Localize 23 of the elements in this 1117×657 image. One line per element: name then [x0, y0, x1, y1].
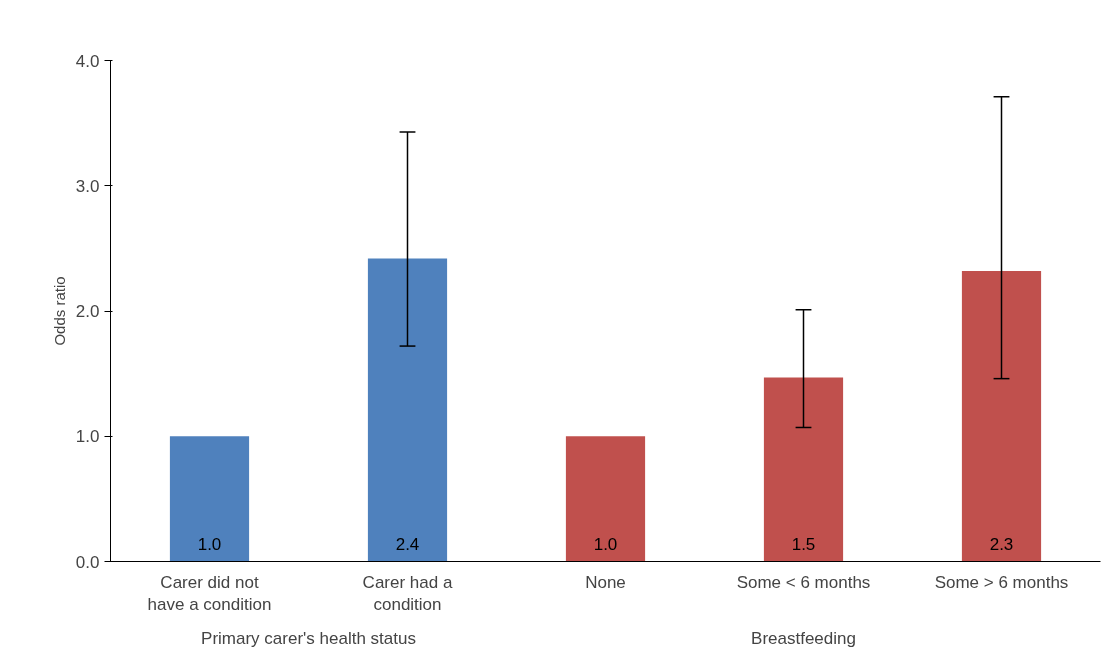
bar — [961, 270, 1042, 562]
bar — [763, 377, 844, 562]
text: Primary carer's health status — [201, 628, 416, 648]
bar — [565, 436, 646, 562]
x-tick-label: None — [585, 572, 626, 592]
bar — [169, 436, 250, 562]
data-label: 1.0 — [593, 534, 618, 554]
data-label: 2.4 — [395, 534, 420, 554]
y-tick-label: 3.0 — [75, 176, 100, 196]
data-label: 2.3 — [989, 534, 1014, 554]
data-label: 1.5 — [791, 534, 816, 554]
text: Breastfeeding — [751, 628, 856, 648]
x-tick-label: Some < 6 months — [736, 572, 871, 592]
y-axis-title: Odds ratio — [50, 276, 68, 346]
bar — [367, 258, 448, 562]
y-tick-label: 1.0 — [75, 427, 100, 447]
x-tick-label: Some > 6 months — [934, 572, 1069, 592]
x-tick-label: Carer had a condition — [362, 572, 453, 615]
y-tick-label: 0.0 — [75, 552, 100, 572]
y-tick-label: 4.0 — [75, 51, 100, 71]
data-label: 1.0 — [197, 534, 222, 554]
x-tick-label: Carer did not have a condition — [147, 572, 272, 615]
y-tick-label: 2.0 — [75, 302, 100, 321]
